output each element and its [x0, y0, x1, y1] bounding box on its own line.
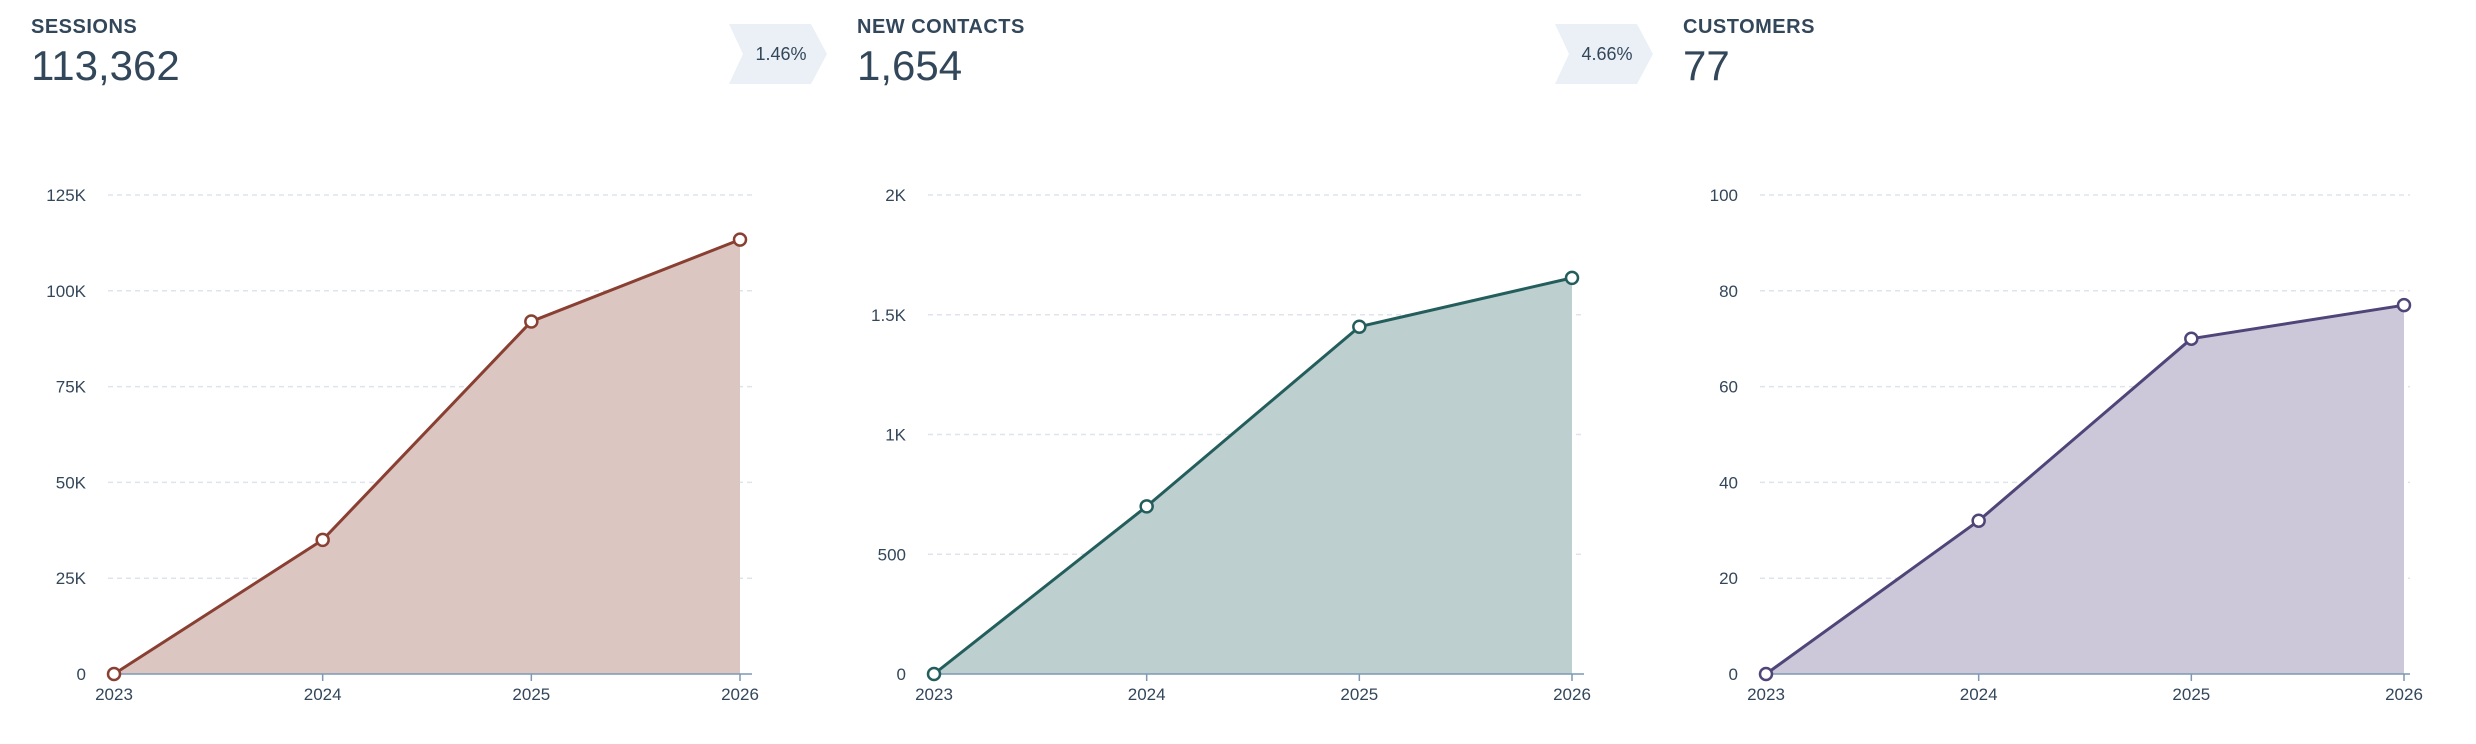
y-tick-label: 0 [1729, 665, 1738, 684]
kpi-panel-new-contacts: NEW CONTACTS 1,654 4.66% 0 500 1K 1.5K 2K 202… [826, 0, 1653, 744]
y-tick-label: 0 [77, 665, 86, 684]
y-tick-label: 20 [1719, 569, 1738, 588]
y-tick-label: 80 [1719, 282, 1738, 301]
kpi-panel-customers: CUSTOMERS 77 0 20 40 60 80 100 2023 2024 2025 202… [1652, 0, 2476, 744]
x-tick-label: 2025 [1340, 685, 1378, 704]
y-tick-label: 100K [46, 282, 86, 301]
data-point[interactable] [2396, 297, 2412, 313]
data-point[interactable] [1758, 666, 1774, 682]
y-tick-label: 2K [885, 186, 906, 205]
badge-chevron-shape [1555, 24, 1653, 84]
x-tick-label: 2023 [95, 685, 133, 704]
y-tick-label: 500 [878, 545, 906, 564]
area-fill [114, 239, 740, 675]
series-line [933, 276, 1573, 676]
series-line [1765, 303, 2405, 676]
sessions-area-chart: 0 25K 50K 75K 100K 125K 2023 2024 2025 2026 [46, 186, 759, 704]
new-contacts-area-chart: 0 500 1K 1.5K 2K 2023 2024 2025 2026 [871, 186, 1591, 704]
data-point[interactable] [926, 666, 942, 682]
data-point[interactable] [106, 666, 122, 682]
x-tick-label: 2024 [1960, 685, 1998, 704]
kpi-value: 113,362 [31, 42, 180, 89]
change-badge: 4.66% [1555, 24, 1653, 84]
data-point[interactable] [315, 532, 330, 548]
y-tick-label: 75K [56, 378, 87, 397]
x-tick-label: 2023 [1747, 685, 1785, 704]
x-tick-label: 2023 [915, 685, 953, 704]
x-tick-label: 2024 [1128, 685, 1166, 704]
data-point[interactable] [1971, 513, 1986, 528]
y-tick-label: 50K [56, 473, 87, 492]
kpi-title: CUSTOMERS [1683, 16, 1815, 38]
badge-chevron-shape [729, 24, 827, 84]
data-point[interactable] [1352, 319, 1367, 334]
change-badge-label: 4.66% [1581, 44, 1633, 64]
x-tick-label: 2026 [721, 685, 759, 704]
data-point[interactable] [732, 232, 748, 247]
x-tick-label: 2026 [1553, 685, 1591, 704]
kpi-value: 1,654 [857, 42, 963, 89]
y-tick-label: 60 [1719, 378, 1738, 397]
series-line [113, 238, 741, 676]
data-point[interactable] [524, 314, 539, 329]
data-point[interactable] [2184, 331, 2199, 346]
x-tick-label: 2025 [2172, 685, 2210, 704]
customers-area-chart: 0 20 40 60 80 100 2023 2024 2025 2026 [1710, 186, 2423, 704]
change-badge-label: 1.46% [755, 44, 807, 64]
kpi-value: 77 [1683, 42, 1730, 89]
kpi-title: NEW CONTACTS [857, 16, 1025, 38]
y-tick-label: 1.5K [871, 306, 907, 325]
y-tick-label: 100 [1710, 186, 1738, 205]
data-point[interactable] [1139, 499, 1154, 514]
y-tick-label: 25K [56, 569, 87, 588]
area-fill [934, 277, 1572, 674]
area-fill [1766, 305, 2404, 674]
x-tick-label: 2024 [304, 685, 342, 704]
kpi-panel-sessions: SESSIONS 113,362 1.46% 0 25K 50K 75K 100K 125… [0, 0, 827, 744]
kpi-title: SESSIONS [31, 16, 138, 38]
y-tick-label: 1K [885, 426, 906, 445]
y-tick-label: 0 [897, 665, 906, 684]
data-point[interactable] [1564, 270, 1580, 286]
y-tick-label: 125K [46, 186, 86, 205]
x-tick-label: 2025 [512, 685, 550, 704]
y-tick-label: 40 [1719, 473, 1738, 492]
change-badge: 1.46% [729, 24, 827, 84]
x-tick-label: 2026 [2385, 685, 2423, 704]
